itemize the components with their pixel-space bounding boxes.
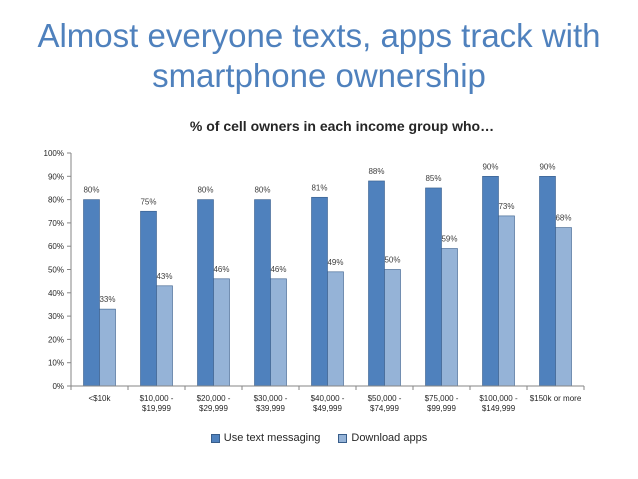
bar <box>83 199 100 387</box>
x-tick-label: $30,000 -$39,999 <box>254 394 288 413</box>
x-tick-label-line: $39,999 <box>256 404 285 413</box>
x-tick-label: $40,000 -$49,999 <box>311 394 345 413</box>
x-tick-label: $100,000 -$149,999 <box>479 394 518 413</box>
bar <box>197 199 214 387</box>
y-tick-label: 80% <box>48 196 64 205</box>
data-label: 75% <box>140 197 156 206</box>
x-tick-label-line: $50,000 - <box>368 394 402 403</box>
bar <box>254 199 271 387</box>
x-tick-label-line: $19,999 <box>142 404 171 413</box>
y-tick-label: 70% <box>48 219 64 228</box>
x-tick-label-line: $20,000 - <box>197 394 231 403</box>
x-tick-label: $50,000 -$74,999 <box>368 394 402 413</box>
bar <box>482 176 499 387</box>
x-tick-label-line: $149,999 <box>482 404 516 413</box>
data-label: 80% <box>197 186 213 195</box>
data-label: 46% <box>270 265 286 274</box>
y-tick-label: 10% <box>48 359 64 368</box>
y-tick-label: 60% <box>48 242 64 251</box>
legend-item-text-messaging: Use text messaging <box>210 432 321 444</box>
bar <box>425 187 442 387</box>
legend-swatch-download-apps <box>338 433 348 443</box>
data-label: 49% <box>327 258 343 267</box>
x-tick-label-line: $10,000 - <box>140 394 174 403</box>
x-tick-label-line: <$10k <box>88 394 111 403</box>
y-tick-label: 40% <box>48 289 64 298</box>
y-tick-label: 30% <box>48 312 64 321</box>
y-tick-label: 100% <box>44 149 64 158</box>
data-label: 81% <box>311 183 327 192</box>
bar <box>311 196 328 387</box>
bar <box>441 248 458 387</box>
bar <box>99 308 116 387</box>
data-label: 59% <box>441 235 457 244</box>
chart-legend: Use text messaging Download apps <box>0 432 638 444</box>
x-tick-label-line: $29,999 <box>199 404 228 413</box>
data-label: 68% <box>555 214 571 223</box>
x-tick-label: $10,000 -$19,999 <box>140 394 174 413</box>
bar <box>270 278 287 387</box>
x-tick-label: $150k or more <box>530 394 582 403</box>
bar <box>213 278 230 387</box>
data-label: 43% <box>156 272 172 281</box>
legend-label-download-apps: Download apps <box>351 432 428 444</box>
legend-label-text-messaging: Use text messaging <box>223 432 321 444</box>
slide-title-line-2: smartphone ownership <box>152 57 486 94</box>
bar <box>555 227 572 387</box>
chart-title: % of cell owners in each income group wh… <box>189 118 495 134</box>
data-label: 90% <box>482 162 498 171</box>
x-tick-label: $75,000 -$99,999 <box>425 394 459 413</box>
data-label: 80% <box>83 186 99 195</box>
bar <box>384 269 401 387</box>
data-label: 46% <box>213 265 229 274</box>
slide-title-line-1: Almost everyone texts, apps track with <box>37 17 601 54</box>
x-tick-label: $20,000 -$29,999 <box>197 394 231 413</box>
data-label: 73% <box>498 202 514 211</box>
data-label: 50% <box>384 256 400 265</box>
legend-item-download-apps: Download apps <box>338 432 427 444</box>
bar <box>327 271 344 387</box>
data-label: 80% <box>254 186 270 195</box>
y-tick-label: 20% <box>48 335 64 344</box>
bar <box>156 285 173 387</box>
data-label: 33% <box>99 295 115 304</box>
x-tick-label-line: $100,000 - <box>479 394 518 403</box>
data-label: 85% <box>425 174 441 183</box>
y-tick-label: 90% <box>48 172 64 181</box>
x-tick-label-line: $74,999 <box>370 404 399 413</box>
data-label: 90% <box>539 162 555 171</box>
x-tick-label-line: $75,000 - <box>425 394 459 403</box>
slide-title: Almost everyone texts, apps track with s… <box>0 16 638 96</box>
x-tick-label-line: $30,000 - <box>254 394 288 403</box>
x-tick-label-line: $99,999 <box>427 404 456 413</box>
bar <box>498 215 515 387</box>
legend-swatch-text-messaging <box>210 433 220 443</box>
bar <box>539 176 556 387</box>
bar <box>368 180 385 387</box>
x-tick-label-line: $150k or more <box>530 394 582 403</box>
bar <box>140 210 157 387</box>
x-tick-label-line: $40,000 - <box>311 394 345 403</box>
y-tick-label: 50% <box>48 266 64 275</box>
x-tick-label: <$10k <box>88 394 111 403</box>
y-tick-label: 0% <box>52 382 64 391</box>
data-label: 88% <box>368 167 384 176</box>
x-tick-label-line: $49,999 <box>313 404 342 413</box>
